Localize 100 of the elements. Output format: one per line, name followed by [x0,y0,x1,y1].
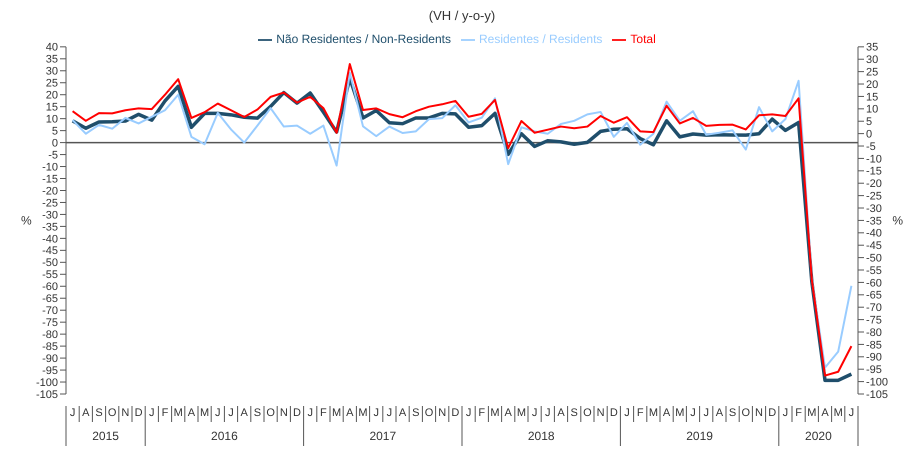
y-tick-label: 15 [46,102,58,114]
x-tick-label: M [174,407,183,419]
x-tick-label: J [70,407,76,419]
x-tick-label: A [662,407,671,419]
x-tick-label: J [215,407,221,419]
y-tick-label: -75 [42,317,58,330]
x-tick-label: F [320,407,328,419]
y-tick-label: 10 [46,114,58,126]
y-axis-title: % [21,214,32,228]
x-tick-label: A [82,407,90,419]
x-tick-label: S [254,407,262,419]
x-tick-label: A [716,407,724,419]
x-tick-label: M [358,407,368,419]
y2-tick-label: -50 [866,252,882,265]
y2-tick-label: 30 [866,54,878,66]
y-tick-label: -60 [42,281,58,294]
x-tick-label: M [675,407,684,419]
x-tick-label: J [782,407,788,419]
text: 2019 [686,429,714,443]
x-tick-label: O [266,407,276,419]
y2-tick-label: -75 [866,314,882,327]
x-tick-label: F [162,407,169,419]
y2-tick-label: 20 [866,78,878,91]
x-tick-label: M [332,407,342,419]
x-tick-label: A [504,407,513,419]
x-tick-label: M [490,407,500,419]
y-tick-label: -5 [48,149,58,162]
y2-tick-label: 15 [866,91,878,104]
x-tick-label: M [807,407,816,419]
y-tick-label: -85 [42,341,58,354]
y2-tick-label: -45 [866,240,882,252]
y2-tick-label: -55 [866,264,882,277]
y2-tick-label: -100 [866,376,888,389]
y2-tick-label: -10 [866,153,882,166]
y-tick-label: 0 [52,138,58,150]
y2-tick-label: 10 [866,104,878,116]
y2-tick-label: -25 [866,190,882,203]
y2-tick-label: 0 [866,128,872,141]
text: 2015 [92,429,120,443]
x-tick-label: J [532,407,538,419]
x-tick-label: S [412,407,420,419]
y2-axis-title: % [892,214,904,228]
y-tick-label: -50 [42,257,58,270]
chart-subtitle: (VH / y-o-y) [428,8,496,25]
x-tick-label: O [108,407,117,419]
y2-tick-label: -85 [866,339,882,352]
x-tick-label: D [451,407,460,419]
y-tick-label: -40 [42,233,58,246]
x-tick-label: M [834,407,843,419]
text: 2017 [369,429,396,443]
y2-tick-label: -95 [866,364,882,376]
x-tick-label: S [570,407,578,419]
y-tick-label: -25 [42,197,58,210]
x-tick-label: S [95,407,103,419]
y-tick-label: -90 [42,352,58,365]
y-tick-label: -80 [42,329,58,342]
x-tick-label: D [293,407,302,419]
legend-label: Total [630,32,656,46]
y-tick-label: -70 [42,305,58,318]
x-tick-label: A [346,407,354,419]
x-tick-label: J [545,407,551,419]
y2-tick-label: -30 [866,202,882,215]
y-tick-label: 20 [46,90,58,102]
x-tick-label: J [307,407,313,419]
y-tick-label: -30 [42,209,58,222]
legend-label: Não Residentes / Non-Residents [276,32,451,46]
y-tick-label: 35 [46,54,58,66]
y-tick-label: -35 [42,221,58,234]
x-tick-label: M [648,407,658,419]
x-tick-label: F [478,407,486,419]
x-tick-label: A [188,407,196,419]
y2-tick-label: -70 [866,302,882,314]
y-tick-label: 40 [46,42,58,54]
x-tick-label: A [557,407,566,419]
x-tick-label: J [848,407,854,419]
y-tick-label: -15 [42,173,58,186]
legend-label: Residentes / Residents [479,32,602,46]
x-tick-label: J [386,407,392,419]
x-tick-label: N [596,407,605,419]
text: 2016 [211,429,238,443]
y-tick-label: -20 [42,185,58,198]
y2-tick-label: -105 [866,388,888,401]
y2-tick-label: -60 [866,277,882,290]
x-tick-label: A [398,407,407,419]
y2-tick-label: -20 [866,178,882,190]
x-tick-label: J [149,407,155,419]
x-tick-label: M [200,407,210,419]
y-tick-label: -45 [42,245,58,258]
x-tick-label: F [636,407,644,419]
x-tick-label: O [742,407,751,419]
x-tick-label: J [228,407,234,419]
y2-tick-label: 5 [866,116,872,128]
x-tick-label: D [768,407,776,419]
x-tick-label: A [821,407,830,419]
y2-tick-label: -5 [866,140,876,153]
x-tick-label: F [795,407,802,419]
x-tick-label: O [583,407,592,419]
x-tick-label: N [280,407,288,419]
x-tick-label: J [466,407,472,419]
y2-tick-label: -65 [866,290,882,302]
